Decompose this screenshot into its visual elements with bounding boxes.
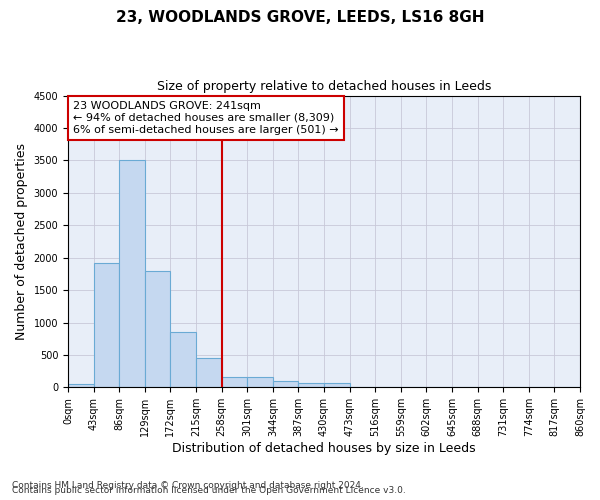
Bar <box>298 383 324 388</box>
Bar <box>94 263 119 388</box>
Text: 23, WOODLANDS GROVE, LEEDS, LS16 8GH: 23, WOODLANDS GROVE, LEEDS, LS16 8GH <box>116 10 484 25</box>
Bar <box>324 384 350 388</box>
Bar <box>196 358 221 388</box>
Text: Contains public sector information licensed under the Open Government Licence v3: Contains public sector information licen… <box>12 486 406 495</box>
Text: 23 WOODLANDS GROVE: 241sqm
← 94% of detached houses are smaller (8,309)
6% of se: 23 WOODLANDS GROVE: 241sqm ← 94% of deta… <box>73 102 339 134</box>
Bar <box>273 381 298 388</box>
Bar <box>170 332 196 388</box>
Y-axis label: Number of detached properties: Number of detached properties <box>15 143 28 340</box>
Bar <box>119 160 145 388</box>
Bar <box>145 270 170 388</box>
X-axis label: Distribution of detached houses by size in Leeds: Distribution of detached houses by size … <box>172 442 476 455</box>
Bar <box>68 384 94 388</box>
Bar <box>247 377 273 388</box>
Bar <box>221 377 247 388</box>
Text: Contains HM Land Registry data © Crown copyright and database right 2024.: Contains HM Land Registry data © Crown c… <box>12 481 364 490</box>
Title: Size of property relative to detached houses in Leeds: Size of property relative to detached ho… <box>157 80 491 93</box>
